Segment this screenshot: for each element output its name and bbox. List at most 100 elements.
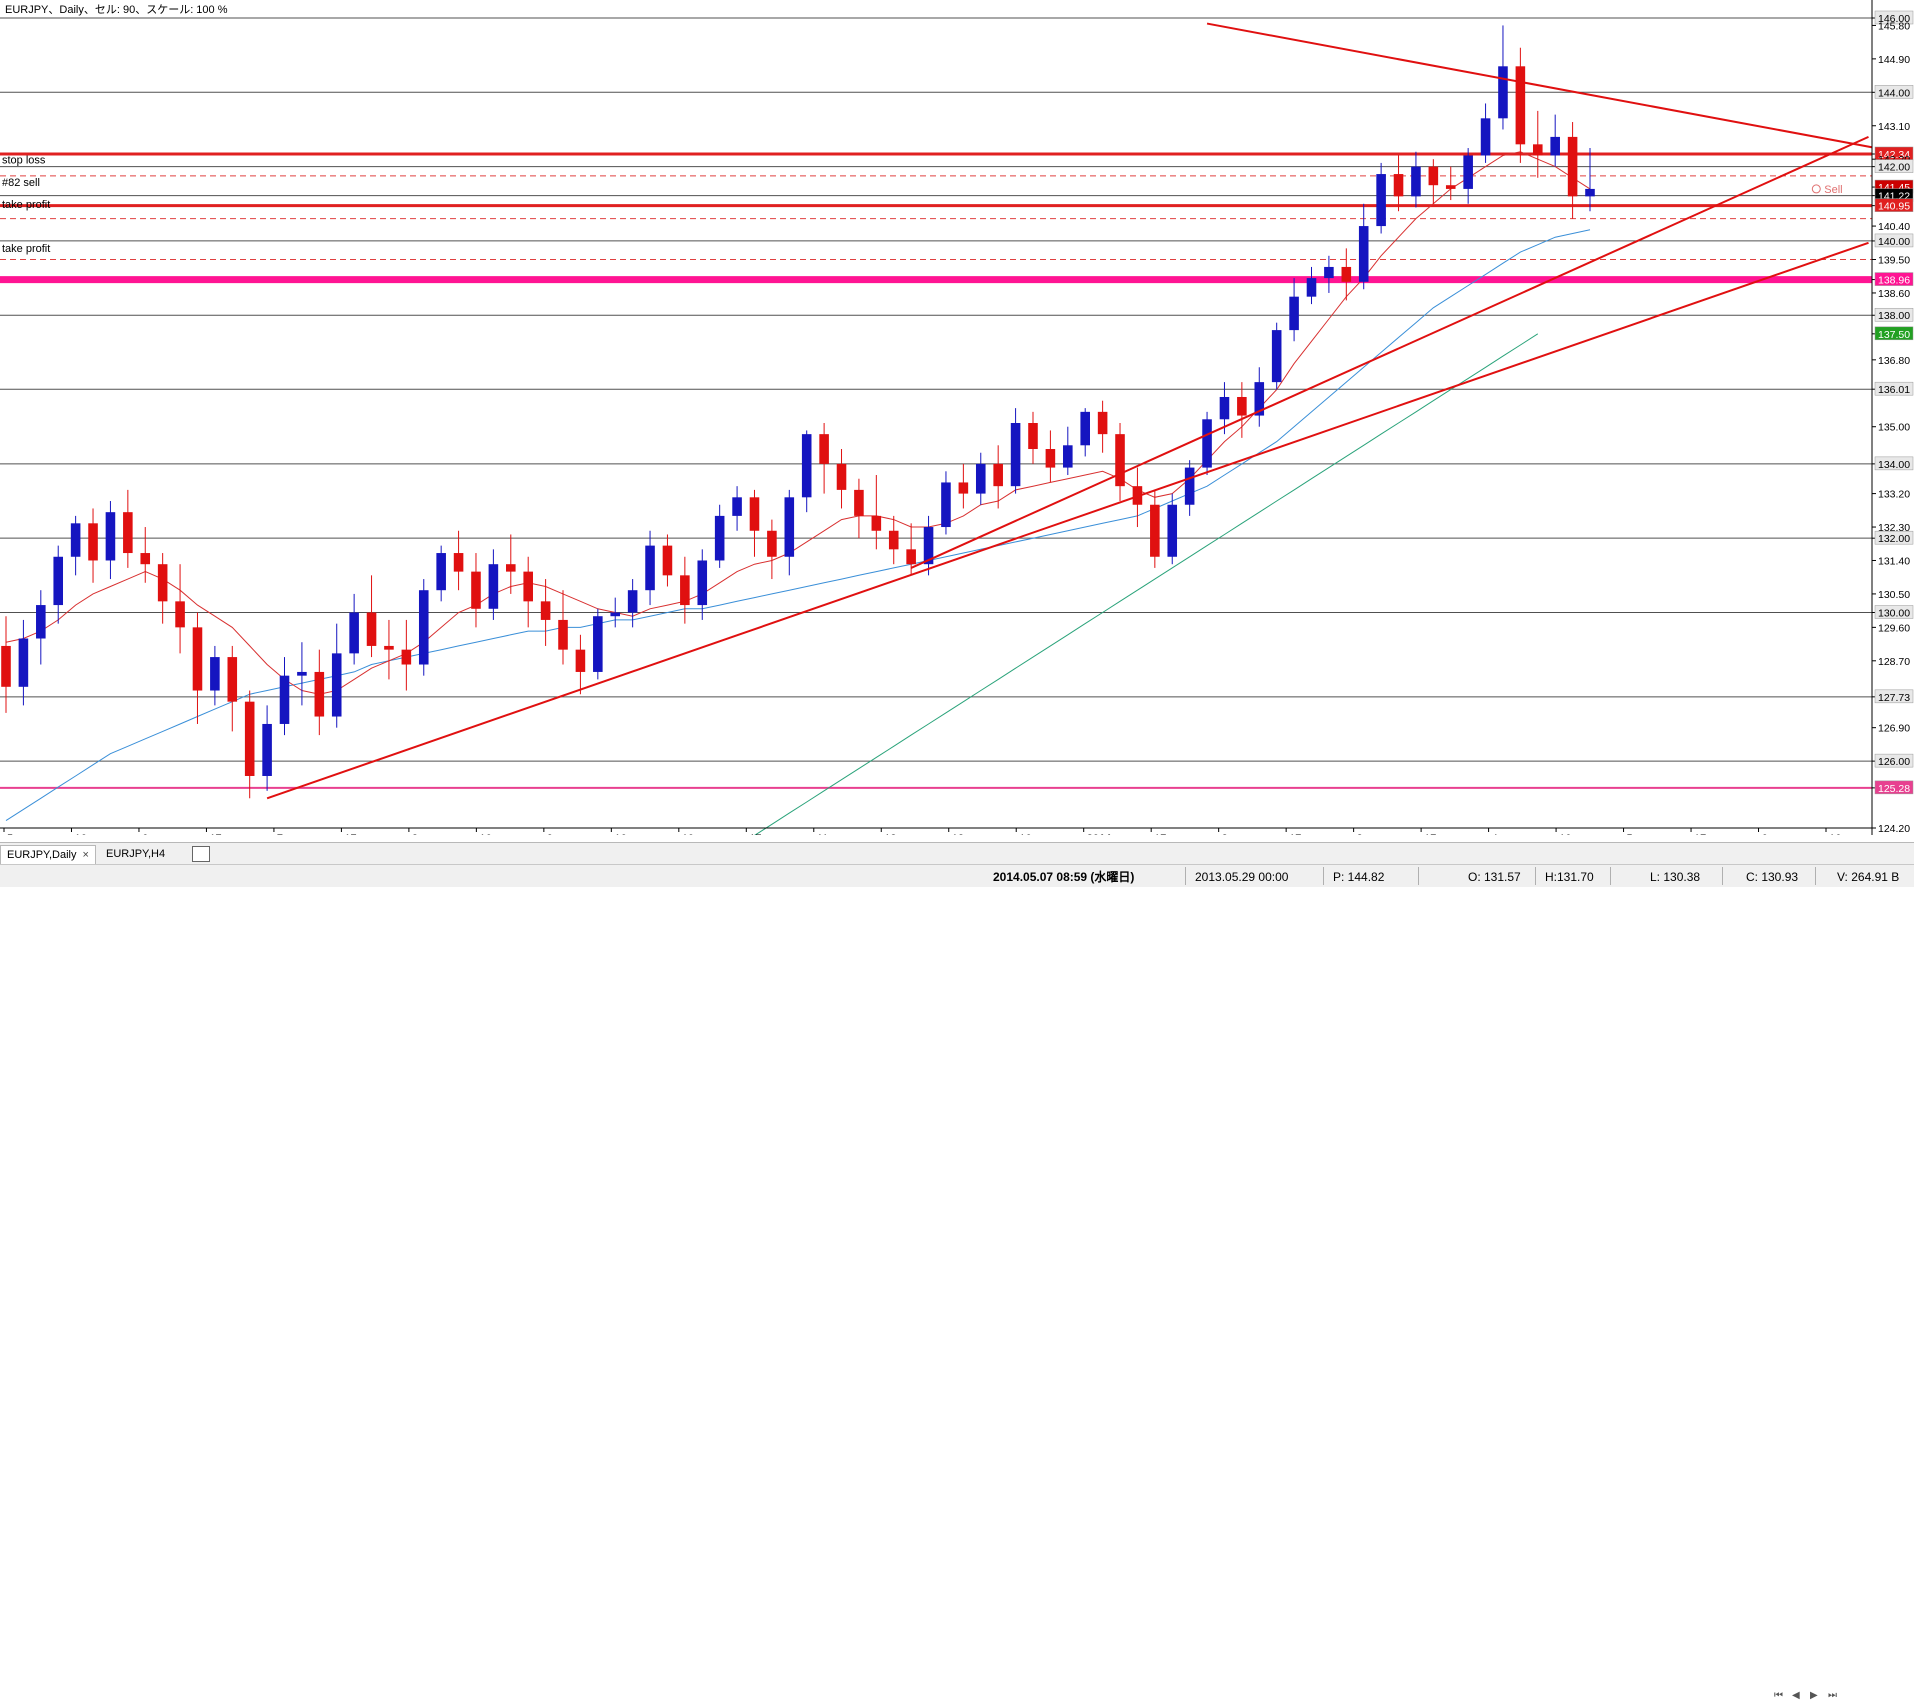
- y-tick-box: [1874, 605, 1914, 619]
- x-tick-label: 11: [817, 833, 828, 835]
- candle-body: [1219, 396, 1230, 420]
- x-tick-label: 6: [1762, 833, 1768, 835]
- candle-body: [1498, 66, 1508, 119]
- scroll-left-icon[interactable]: ◀: [1792, 1690, 1800, 1701]
- ma-fast-line: [5, 151, 1591, 695]
- ma-slow-line: [754, 333, 1539, 835]
- candle-body: [418, 590, 429, 665]
- candle-body: [801, 434, 812, 498]
- candle-body: [1237, 396, 1247, 416]
- candle-body: [123, 512, 133, 554]
- x-tick-label: 6: [142, 833, 148, 835]
- x-tick-label: 17: [1154, 833, 1166, 835]
- status-open: O: 131.57: [1468, 870, 1521, 884]
- y-tick-box: [1874, 689, 1914, 704]
- y-tick-label: 130.00: [1878, 607, 1910, 619]
- y-tick-label: 130.50: [1878, 589, 1910, 601]
- status-bar: 2014.05.07 08:59 (水曜日) 2013.05.29 00:00 …: [0, 864, 1914, 887]
- y-tick-label: 124.20: [1878, 823, 1910, 835]
- price-chart[interactable]: stop loss #82 sell take profit take profit S…: [0, 0, 1914, 835]
- candle-body: [18, 638, 29, 687]
- candle-body: [1167, 504, 1178, 557]
- y-tick-label: 143.10: [1878, 121, 1910, 133]
- candle-body: [506, 564, 516, 572]
- candle-body: [297, 671, 307, 676]
- scroll-first-icon[interactable]: ⏮: [1774, 1690, 1783, 1701]
- scroll-right-icon[interactable]: ▶: [1810, 1690, 1818, 1701]
- chart-tab-bar: EURJPY,Daily × EURJPY,H4 ⏮ ◀ ▶ ⏭: [0, 842, 1914, 1701]
- tab-eurjpy-h4[interactable]: EURJPY,H4: [100, 845, 171, 863]
- candle-body: [540, 601, 551, 620]
- x-tick-label: 17: [749, 833, 761, 835]
- y-tick-box: [1874, 381, 1914, 396]
- candle-body: [958, 482, 969, 494]
- y-tick-label: 138.96: [1878, 275, 1910, 287]
- candle-body: [819, 434, 829, 464]
- candle-body: [627, 590, 638, 613]
- close-icon[interactable]: ×: [82, 849, 89, 861]
- y-tick-box: [1874, 10, 1914, 25]
- status-bar-time: 2013.05.29 00:00: [1195, 870, 1289, 884]
- y-tick-box: [1874, 85, 1914, 99]
- candle-body: [593, 616, 603, 672]
- chart-header: EURJPY、Daily、セル: 90、スケール: 100 %: [2, 1, 231, 17]
- candle-body: [349, 612, 359, 654]
- scroll-last-icon[interactable]: ⏭: [1828, 1690, 1837, 1701]
- level-label: take profit: [2, 199, 50, 211]
- sell-marker-icon: [1811, 184, 1821, 194]
- tab-eurjpy-daily[interactable]: EURJPY,Daily ×: [0, 845, 96, 864]
- candle-body: [697, 560, 708, 606]
- y-tick-label: 132.00: [1878, 533, 1910, 545]
- candle-body: [941, 482, 951, 528]
- y-tick-box: [1874, 530, 1914, 545]
- x-tick-label: 8: [412, 833, 418, 835]
- y-tick-label: 131.40: [1878, 555, 1910, 567]
- candle-body: [192, 627, 203, 691]
- status-close: C: 130.93: [1746, 870, 1799, 884]
- candle-body: [714, 515, 725, 561]
- x-tick-label: 9: [547, 833, 553, 835]
- chart-area[interactable]: stop loss #82 sell take profit take profit S…: [0, 0, 1914, 835]
- x-tick-label: 5: [1627, 833, 1633, 835]
- candle-body: [975, 463, 986, 494]
- x-tick-label: 16: [479, 833, 491, 835]
- trend-line: [910, 135, 1869, 569]
- candle-body: [1515, 66, 1526, 145]
- x-tick-label: 10: [682, 833, 694, 835]
- y-tick-box: [1874, 159, 1914, 173]
- candle-body: [732, 497, 742, 516]
- candle-body: [331, 653, 342, 717]
- candle-body: [1, 645, 11, 687]
- x-tick-label: 16: [74, 833, 86, 835]
- y-tick-label: 144.00: [1878, 87, 1910, 99]
- candle-body: [1428, 166, 1439, 186]
- candle-body: [1411, 166, 1421, 197]
- x-tick-label: 12: [952, 833, 964, 835]
- candle-body: [366, 612, 377, 646]
- y-tick-label: 140.00: [1878, 236, 1910, 248]
- y-tick-box: [1874, 198, 1914, 212]
- y-tick-label: 142.34: [1878, 149, 1910, 161]
- y-tick-label: 135.00: [1878, 422, 1910, 434]
- y-tick-label: 138.00: [1878, 310, 1910, 322]
- x-tick-label: 18: [884, 833, 896, 835]
- y-tick-label: 129.60: [1878, 622, 1910, 634]
- candle-body: [1254, 382, 1265, 416]
- candle-body: [836, 463, 847, 490]
- x-tick-label: 17: [1694, 833, 1706, 835]
- candle-body: [436, 553, 446, 591]
- candle-body: [767, 530, 777, 557]
- candle-body: [1202, 419, 1212, 468]
- y-tick-label: 146.00: [1878, 13, 1910, 25]
- candle-body: [749, 497, 760, 531]
- x-tick-label: 2: [1222, 833, 1228, 835]
- x-tick-label: 7: [277, 833, 283, 835]
- y-tick-box: [1874, 456, 1914, 471]
- candle-body: [871, 515, 882, 531]
- y-tick-label: 126.90: [1878, 723, 1910, 735]
- candle-body: [1063, 445, 1073, 468]
- candle-body: [1115, 434, 1125, 487]
- status-low: L: 130.38: [1650, 870, 1701, 884]
- new-window-icon[interactable]: [192, 846, 210, 862]
- candle-body: [1010, 423, 1021, 487]
